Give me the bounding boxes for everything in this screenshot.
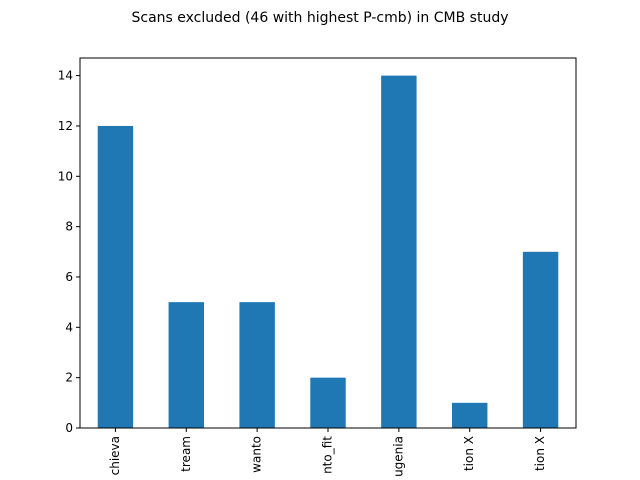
plot-frame <box>79 57 577 429</box>
bar-5 <box>452 402 488 428</box>
y-tick-label-4: 8 <box>65 220 73 234</box>
x-tick-label-6: tion X <box>533 436 547 471</box>
bar-0 <box>97 125 134 429</box>
y-tick-label-3: 6 <box>65 270 73 284</box>
x-tick-label-3: nto_fit <box>321 436 335 474</box>
bar-2 <box>239 302 275 428</box>
x-tick-label-2: wanto <box>250 436 264 473</box>
bar-3 <box>310 377 346 428</box>
x-tick-label-5: tion X <box>462 436 476 471</box>
bar-4 <box>381 75 417 429</box>
bars-group <box>97 75 559 429</box>
x-axis: chieva tream wanto nto_fit ugenia tion X tion … <box>108 428 547 477</box>
bar-1 <box>168 302 204 428</box>
y-tick-label-2: 4 <box>65 320 73 334</box>
y-tick-label-5: 10 <box>58 169 73 183</box>
x-tick-label-1: tream <box>179 436 193 472</box>
chart-title: Scans excluded (46 with highest P-cmb) i… <box>131 10 508 26</box>
x-tick-label-4: ugenia <box>391 436 405 477</box>
y-axis: 0 2 4 6 8 10 12 14 <box>58 69 80 435</box>
x-tick-label-0: chieva <box>108 436 122 475</box>
bar-6 <box>522 251 559 428</box>
y-tick-label-0: 0 <box>65 421 73 435</box>
y-tick-label-6: 12 <box>58 119 73 133</box>
y-tick-label-1: 2 <box>65 371 73 385</box>
y-tick-label-7: 14 <box>58 69 73 83</box>
